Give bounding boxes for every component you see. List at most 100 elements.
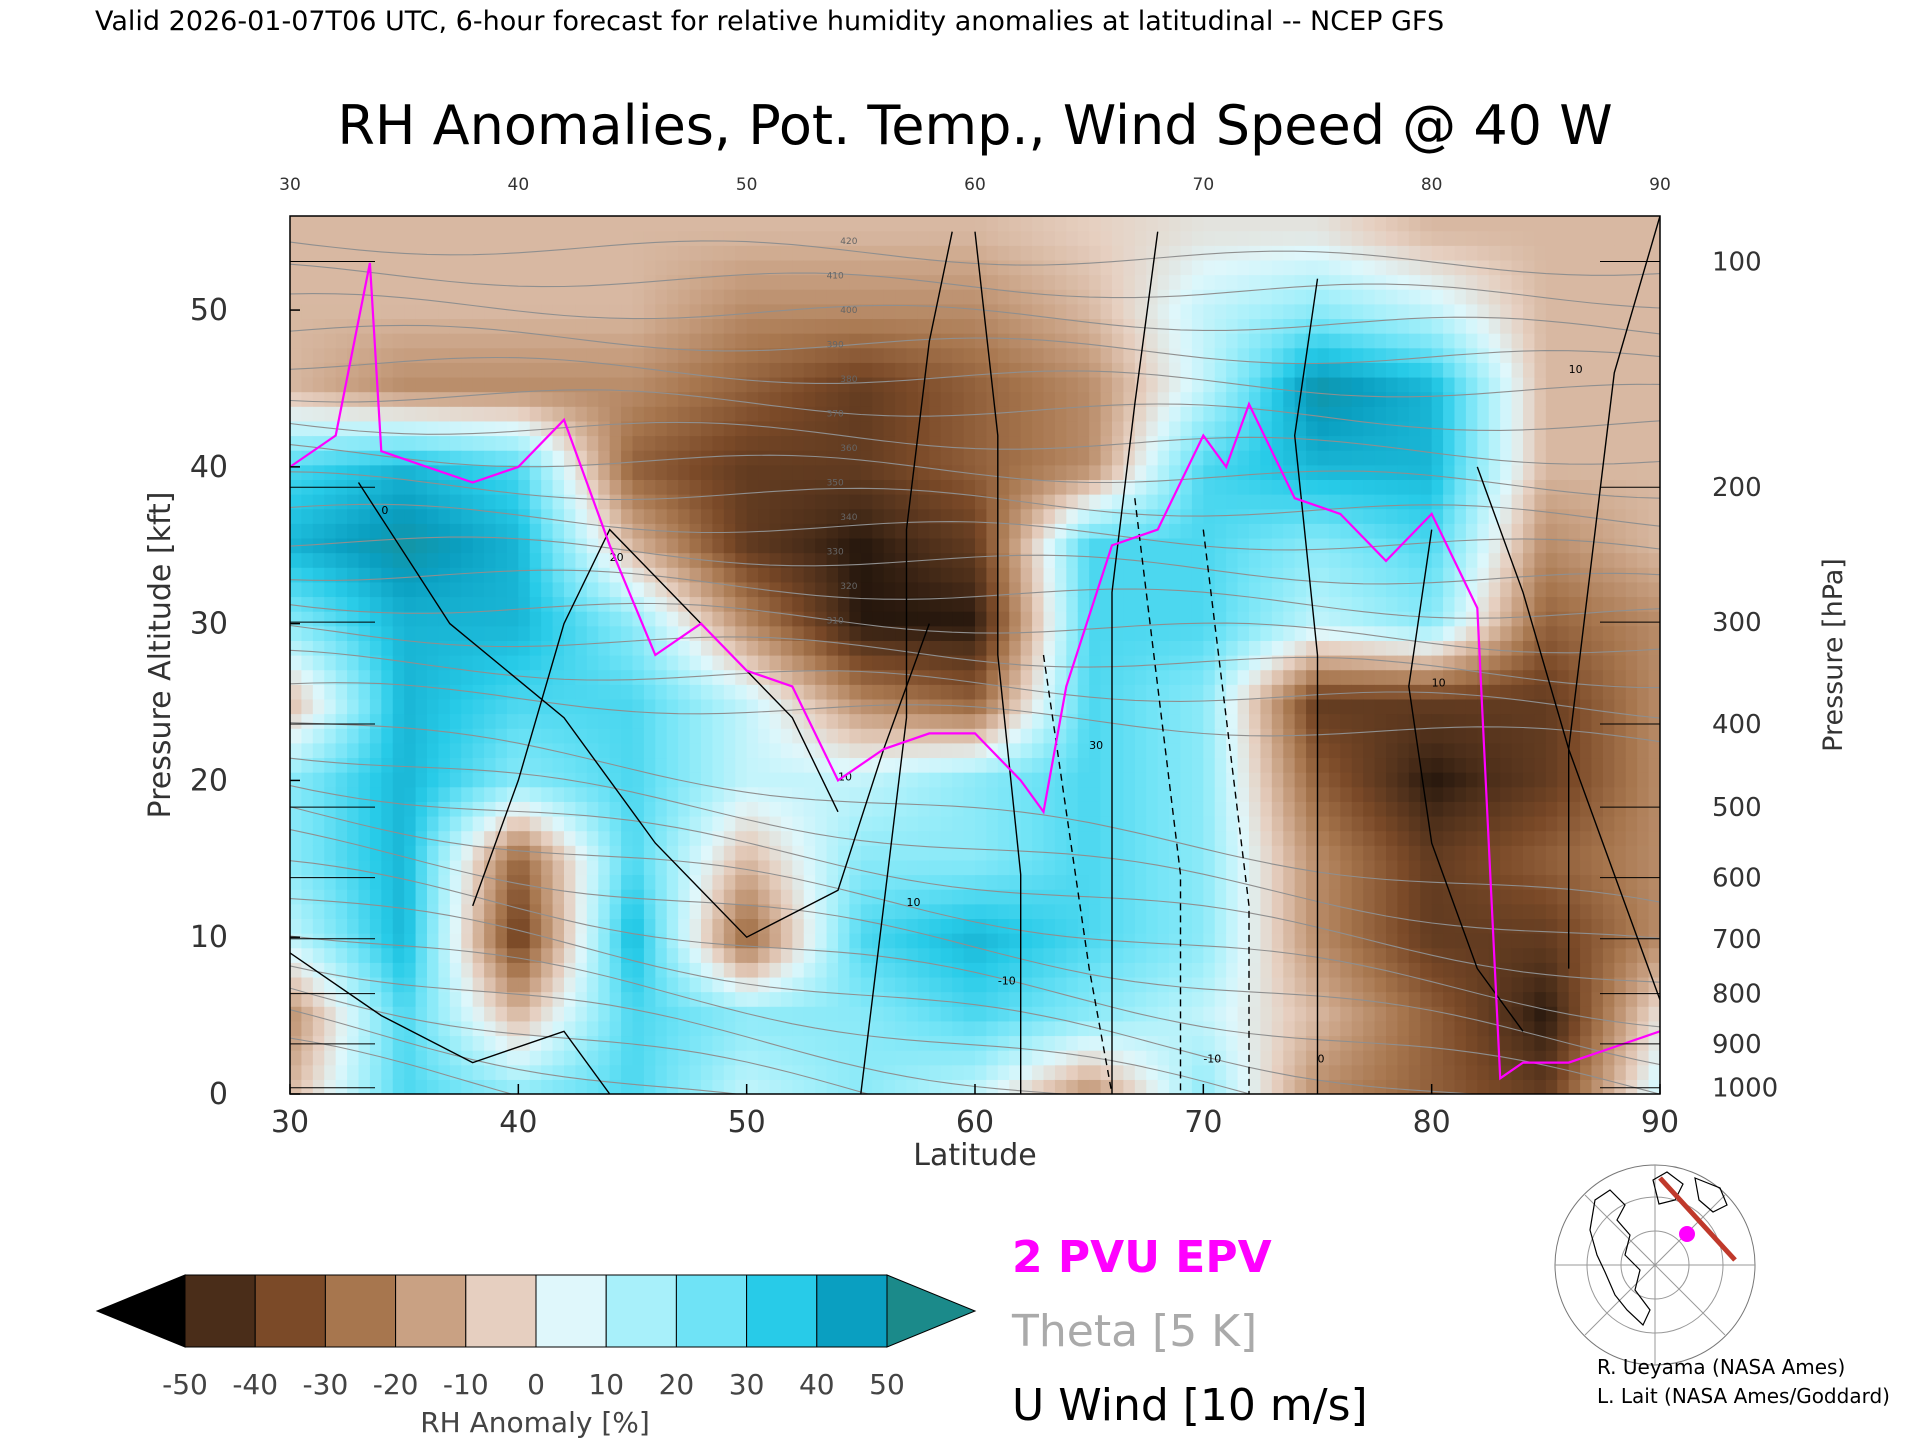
rh-cell [1157, 889, 1170, 905]
rh-cell [1020, 655, 1033, 671]
rh-cell [621, 435, 634, 451]
rh-cell [746, 376, 759, 393]
rh-cell [815, 845, 828, 861]
rh-cell [381, 376, 394, 393]
rh-cell [826, 420, 839, 437]
rh-cell [803, 625, 816, 641]
rh-cell [290, 874, 303, 890]
rh-cell [975, 713, 988, 729]
rh-cell [324, 640, 337, 656]
rh-cell [484, 494, 497, 510]
rh-cell [735, 669, 748, 685]
rh-cell [678, 303, 691, 320]
rh-cell [461, 889, 474, 905]
rh-cell [1112, 918, 1125, 934]
rh-cell [404, 1050, 417, 1066]
rh-cell [860, 318, 873, 334]
rh-cell [1066, 962, 1079, 978]
rh-cell [849, 523, 862, 539]
rh-cell [1203, 859, 1216, 876]
rh-cell [609, 801, 622, 817]
rh-cell [723, 596, 736, 612]
rh-cell [290, 859, 303, 876]
rh-cell [826, 303, 839, 320]
rh-cell [415, 874, 428, 890]
rh-cell [598, 786, 611, 802]
rh-cell [780, 318, 793, 334]
rh-cell [1112, 772, 1125, 788]
rh-cell [906, 991, 919, 1007]
rh-cell [506, 333, 519, 349]
rh-cell [1020, 245, 1033, 261]
rh-cell [472, 903, 485, 919]
rh-cell [929, 655, 942, 671]
rh-cell [427, 1079, 440, 1094]
rh-cell [564, 815, 577, 832]
rh-cell [335, 684, 348, 700]
rh-cell [860, 684, 873, 700]
rh-cell [883, 274, 896, 290]
rh-cell [621, 859, 634, 876]
rh-cell [484, 1079, 497, 1094]
rh-cell [712, 815, 725, 832]
rh-cell [678, 830, 691, 846]
rh-cell [860, 303, 873, 320]
rh-cell [1020, 347, 1033, 363]
rh-cell [392, 494, 405, 510]
rh-cell [963, 1064, 976, 1080]
rh-cell [769, 845, 782, 861]
rh-cell [666, 684, 679, 700]
rh-cell [940, 581, 953, 598]
rh-cell [1032, 1064, 1045, 1080]
rh-cell [906, 889, 919, 905]
rh-cell [1180, 625, 1193, 641]
rh-cell [1009, 230, 1022, 246]
rh-cell [1009, 757, 1022, 773]
rh-cell [1157, 1050, 1170, 1066]
rh-cell [301, 1079, 314, 1094]
rh-cell [392, 698, 405, 715]
rh-cell [803, 830, 816, 846]
rh-cell [484, 376, 497, 393]
rh-cell [975, 903, 988, 919]
rh-cell [1020, 698, 1033, 715]
rh-cell [438, 347, 451, 363]
rh-cell [803, 801, 816, 817]
rh-cell [586, 889, 599, 905]
rh-cell [712, 947, 725, 963]
rh-cell [815, 552, 828, 568]
rh-cell [621, 669, 634, 685]
rh-cell [849, 786, 862, 802]
rh-cell [438, 333, 451, 349]
rh-cell [678, 347, 691, 363]
rh-cell [564, 318, 577, 334]
rh-cell [1214, 435, 1227, 451]
rh-cell [575, 420, 588, 437]
rh-cell [997, 567, 1010, 583]
rh-cell [780, 933, 793, 949]
rh-cell [1066, 1035, 1079, 1051]
rh-cell [415, 669, 428, 685]
rh-cell [712, 567, 725, 583]
rh-cell [427, 757, 440, 773]
rh-cell [1191, 596, 1204, 612]
rh-cell [369, 713, 382, 729]
rh-cell [1054, 523, 1067, 539]
rh-cell [541, 391, 554, 407]
rh-cell [952, 216, 965, 232]
rh-cell [1226, 259, 1239, 276]
rh-cell [415, 245, 428, 261]
rh-cell [929, 552, 942, 568]
rh-cell [1203, 903, 1216, 919]
rh-cell [997, 420, 1010, 437]
rh-cell [1169, 479, 1182, 495]
rh-cell [929, 1006, 942, 1022]
rh-cell [472, 1035, 485, 1051]
rh-cell [484, 947, 497, 963]
rh-cell [1123, 391, 1136, 407]
rh-cell [746, 918, 759, 934]
rh-cell [689, 698, 702, 715]
rh-cell [449, 1006, 462, 1022]
rh-cell [1134, 1035, 1147, 1051]
rh-cell [655, 918, 668, 934]
